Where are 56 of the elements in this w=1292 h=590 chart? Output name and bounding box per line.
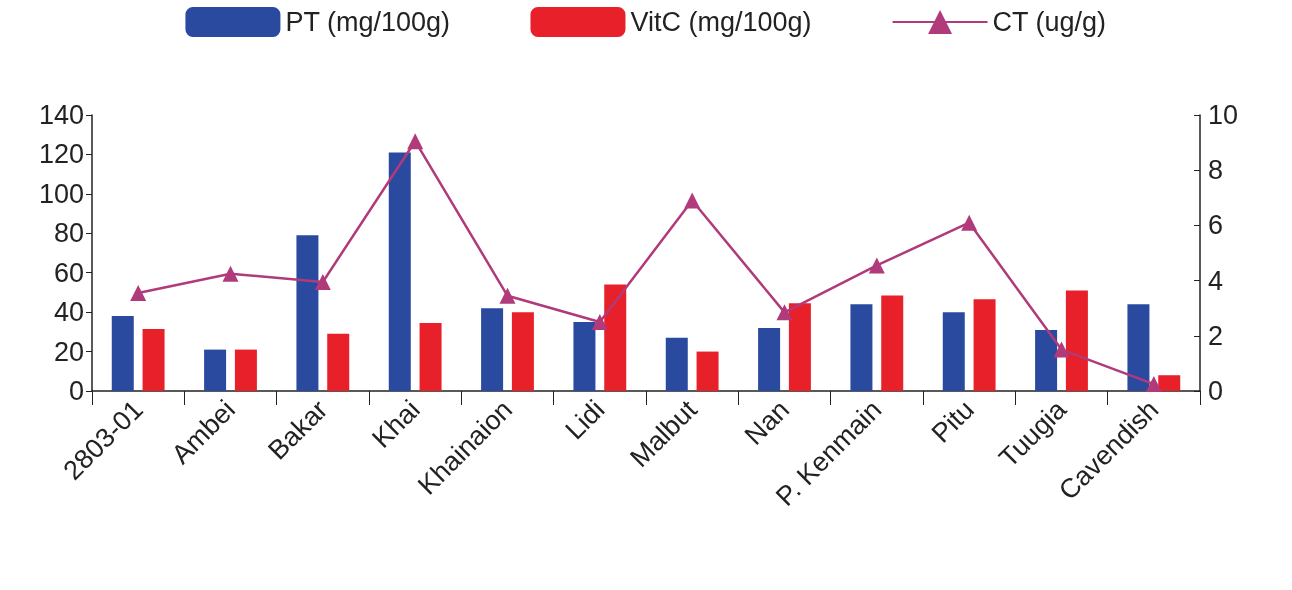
bar <box>296 235 319 391</box>
point <box>961 214 978 231</box>
point <box>591 314 608 330</box>
bar <box>696 351 719 391</box>
bar <box>419 322 442 391</box>
point <box>684 192 701 209</box>
y2-tick-label: 4 <box>1208 265 1224 296</box>
bar <box>327 333 350 391</box>
point <box>499 287 516 304</box>
point <box>776 304 793 321</box>
bar <box>111 316 134 391</box>
point <box>407 133 424 150</box>
bar <box>1127 304 1150 391</box>
y2-tick-label: 6 <box>1208 210 1224 241</box>
bar <box>142 328 165 391</box>
bar <box>604 284 627 391</box>
y-tick-label: 80 <box>53 218 84 249</box>
y-tick-label: 60 <box>53 257 84 288</box>
point <box>1145 376 1162 393</box>
x-tick-label: Pitu <box>925 394 980 449</box>
bar <box>665 337 688 391</box>
x-tick-label: Nan <box>738 394 796 451</box>
point <box>314 273 331 290</box>
y-tick-label: 40 <box>53 297 84 328</box>
legend-label: VitC (mg/100g) <box>630 7 812 37</box>
bar <box>511 312 534 391</box>
y-tick-label: 140 <box>38 100 84 130</box>
y2-tick-label: 2 <box>1208 320 1224 351</box>
y-tick-label: 0 <box>68 376 84 406</box>
bar <box>1065 290 1088 391</box>
bar <box>573 322 596 391</box>
bar <box>1035 329 1058 391</box>
y-tick-label: 100 <box>38 178 84 209</box>
y2-tick-label: 10 <box>1208 100 1239 130</box>
point <box>1053 341 1070 358</box>
bar <box>388 152 411 391</box>
bar <box>942 312 965 391</box>
x-tick-label: Lidi <box>559 394 611 446</box>
legend-label: CT (ug/g) <box>992 7 1107 37</box>
legend-label: PT (mg/100g) <box>285 7 450 37</box>
bar <box>881 295 904 391</box>
y2-tick-label: 8 <box>1208 155 1224 186</box>
bar <box>204 349 227 391</box>
point <box>130 285 147 302</box>
y-tick-label: 120 <box>38 139 84 170</box>
bar <box>234 349 257 391</box>
bar <box>1158 375 1181 391</box>
point <box>868 257 885 274</box>
y-tick-label: 20 <box>53 336 84 367</box>
bar <box>850 304 873 391</box>
bar <box>788 303 811 391</box>
y2-tick-label: 0 <box>1208 376 1224 406</box>
point <box>222 265 239 282</box>
bar <box>481 308 504 391</box>
bar <box>758 327 781 391</box>
bar <box>973 299 996 391</box>
